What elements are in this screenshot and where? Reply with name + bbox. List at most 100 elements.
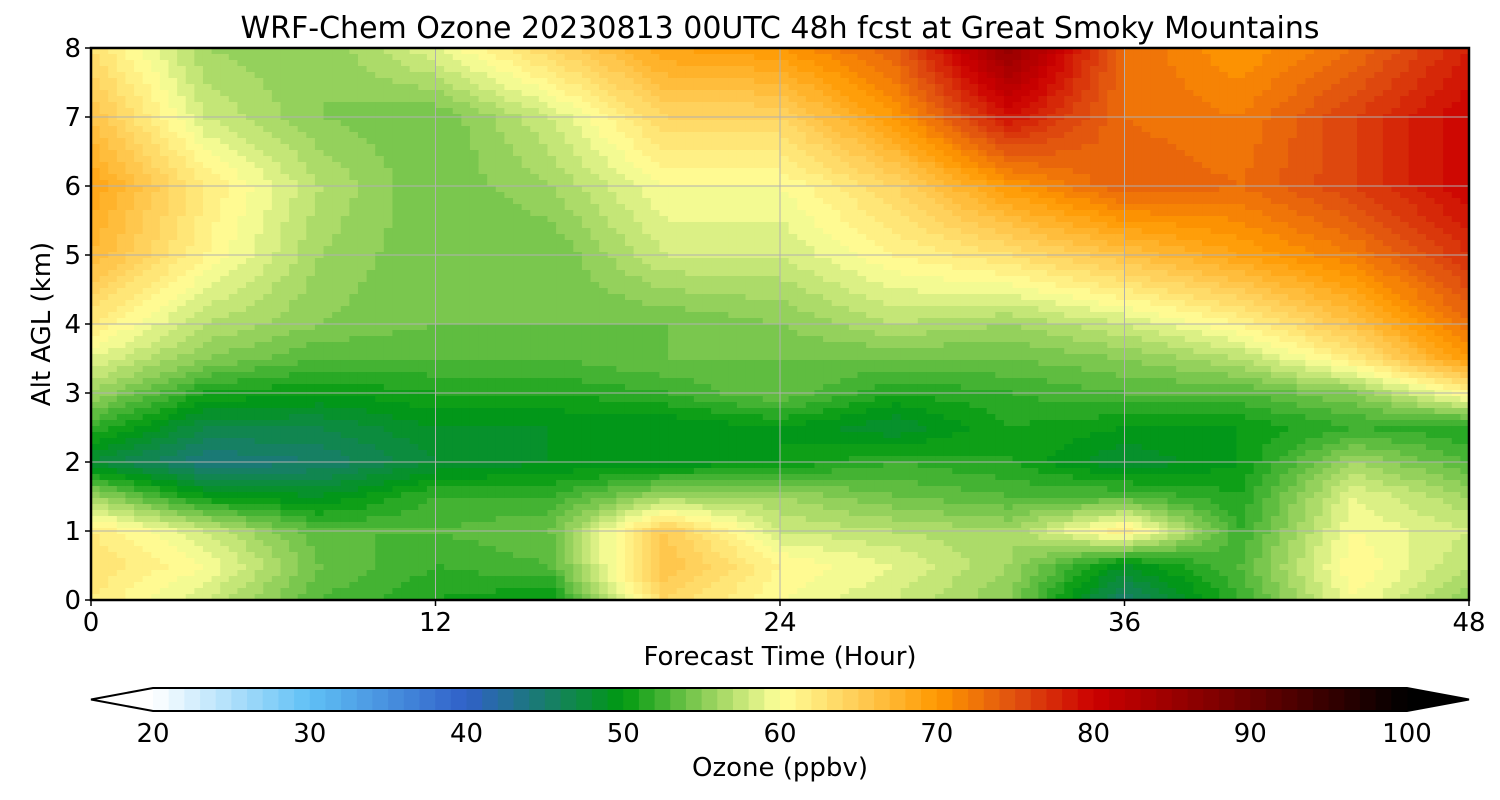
field-cell [91, 84, 101, 91]
field-cell [1107, 144, 1117, 151]
field-cell [848, 120, 859, 127]
field-cell [366, 234, 376, 241]
field-cell [228, 228, 239, 235]
field-cell [590, 126, 600, 133]
field-cell [1055, 156, 1065, 163]
field-cell [392, 84, 402, 91]
field-cell [340, 234, 350, 241]
field-cell [1374, 192, 1384, 199]
field-cell [452, 180, 462, 187]
field-cell [1184, 156, 1194, 163]
field-cell [1313, 102, 1324, 109]
field-cell [1012, 204, 1022, 211]
field-cell [263, 150, 273, 157]
field-cell [1451, 96, 1461, 103]
field-cell [375, 168, 385, 175]
field-cell [469, 168, 480, 175]
field-cell [659, 102, 669, 109]
field-cell [142, 204, 152, 211]
field-cell [1227, 228, 1238, 235]
field-cell [263, 156, 273, 163]
field-cell [1253, 120, 1263, 127]
field-cell [1322, 126, 1332, 133]
field-cell [762, 126, 772, 133]
field-cell [340, 102, 350, 109]
field-cell [263, 168, 273, 175]
field-cell [926, 72, 936, 79]
field-cell [986, 126, 996, 133]
field-cell [1331, 84, 1341, 91]
field-cell [1296, 186, 1306, 193]
field-cell [452, 192, 462, 199]
field-cell [1460, 48, 1469, 55]
field-cell [1262, 138, 1272, 145]
field-cell [969, 168, 979, 175]
field-cell [185, 126, 195, 133]
field-cell [435, 48, 445, 55]
field-cell [693, 180, 704, 187]
field-cell [728, 84, 738, 91]
field-cell [306, 168, 316, 175]
field-cell [1227, 108, 1238, 115]
field-cell [883, 156, 893, 163]
field-cell [1227, 66, 1238, 73]
field-cell [1434, 192, 1444, 199]
field-cell [504, 90, 514, 97]
field-cell [1046, 120, 1057, 127]
field-cell [616, 162, 626, 169]
field-cell [1081, 126, 1091, 133]
field-cell [142, 180, 152, 187]
field-cell [788, 168, 798, 175]
field-cell [469, 162, 480, 169]
field-cell [1046, 66, 1057, 73]
field-cell [220, 138, 230, 145]
field-cell [1227, 186, 1238, 193]
field-cell [995, 108, 1005, 115]
field-cell [1339, 204, 1350, 211]
field-cell [349, 168, 359, 175]
field-cell [271, 192, 282, 199]
field-cell [228, 78, 239, 85]
field-cell [1322, 174, 1332, 181]
field-cell [1141, 204, 1151, 211]
field-cell [254, 126, 264, 133]
field-cell [1115, 48, 1126, 55]
field-cell [1202, 162, 1212, 169]
field-cell [1098, 186, 1108, 193]
field-cell [125, 72, 135, 79]
field-cell [797, 174, 807, 181]
field-cell [1391, 72, 1401, 79]
field-cell [435, 132, 445, 139]
field-cell [220, 234, 230, 241]
field-cell [1176, 210, 1186, 217]
field-cell [831, 216, 841, 223]
field-cell [926, 168, 936, 175]
field-cell [1029, 102, 1039, 109]
field-cell [426, 72, 437, 79]
field-cell [521, 174, 531, 181]
field-cell [693, 84, 704, 91]
field-cell [1357, 174, 1367, 181]
field-cell [194, 192, 204, 199]
field-cell [513, 66, 523, 73]
field-cell [185, 222, 195, 229]
field-cell [840, 102, 850, 109]
field-cell [1408, 210, 1418, 217]
field-cell [1451, 144, 1461, 151]
field-cell [332, 150, 342, 157]
field-cell [831, 228, 841, 235]
field-cell [478, 120, 488, 127]
field-cell [357, 78, 368, 85]
field-cell [246, 204, 256, 211]
field-cell [754, 204, 764, 211]
field-cell [685, 96, 695, 103]
field-cell [513, 228, 523, 235]
field-cell [1245, 222, 1255, 229]
field-cell [1296, 162, 1306, 169]
field-cell [1150, 150, 1160, 157]
field-cell [1038, 90, 1048, 97]
field-cell [814, 168, 824, 175]
field-cell [1081, 210, 1091, 217]
field-cell [1322, 198, 1332, 205]
